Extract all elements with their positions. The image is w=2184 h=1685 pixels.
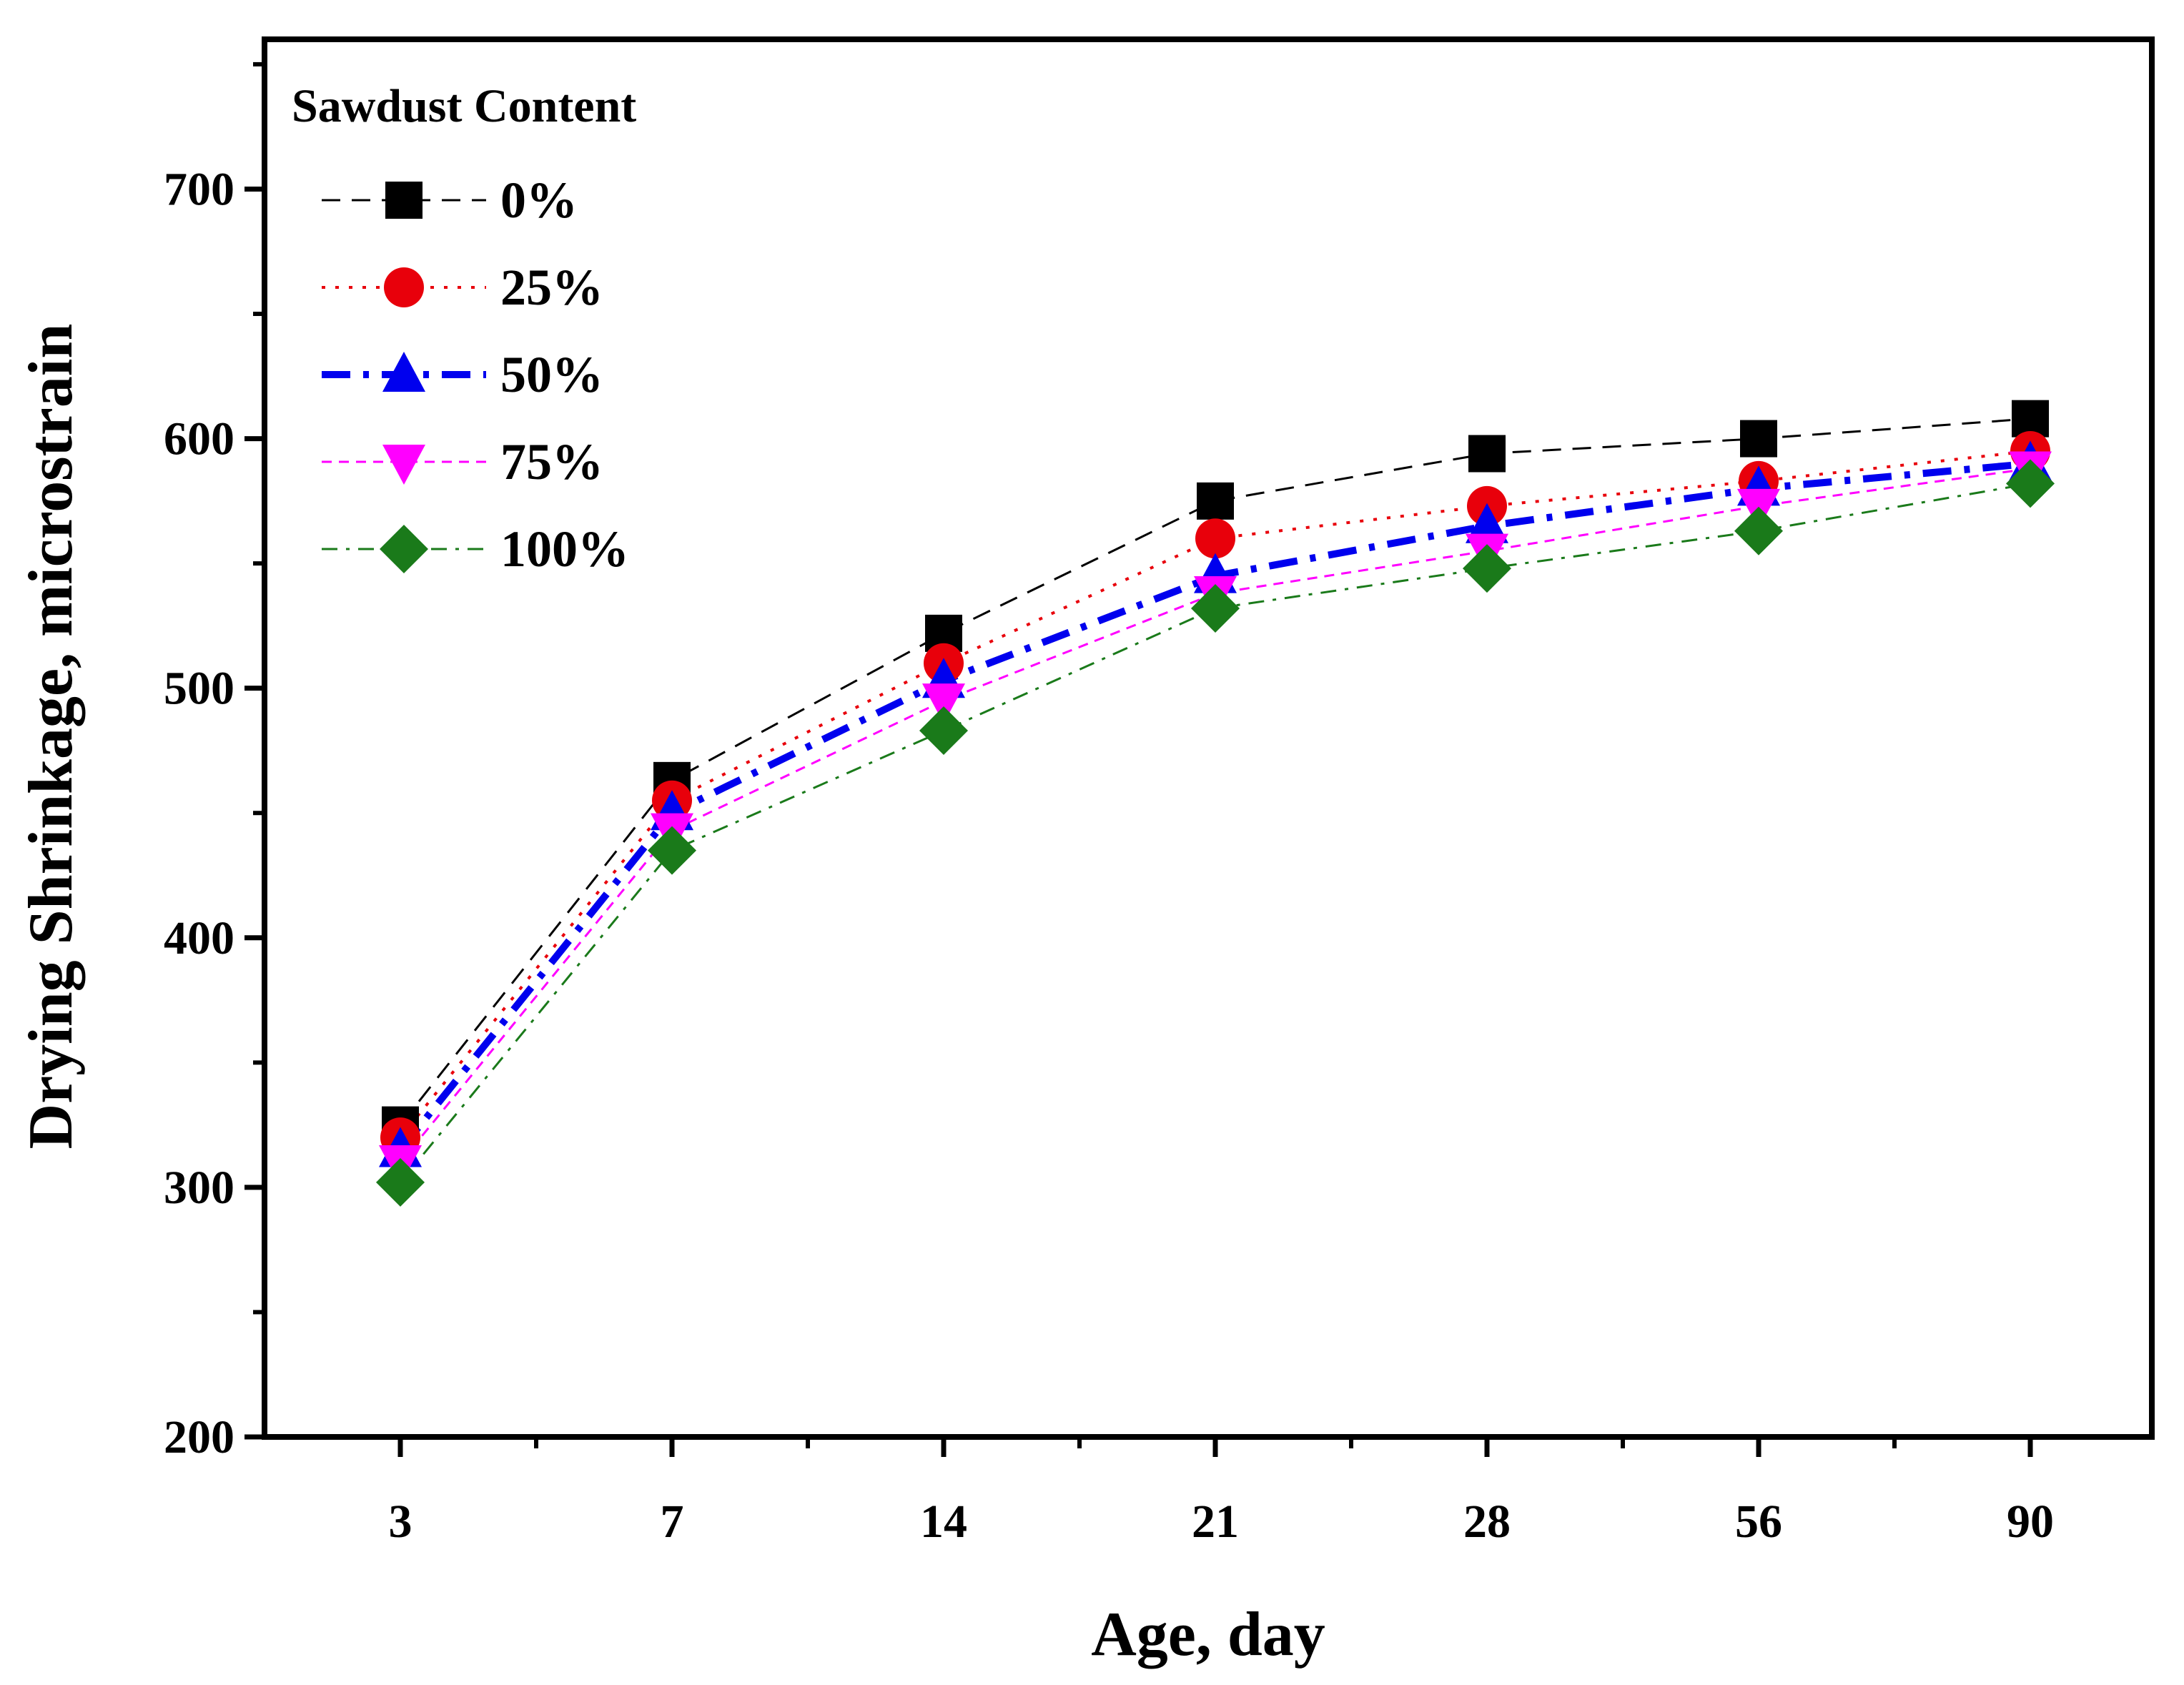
legend-label-2: 50%: [500, 346, 603, 403]
data-point-s4-5: [1734, 506, 1783, 555]
data-point-s4-3: [1191, 583, 1240, 633]
data-point-s4-1: [648, 826, 696, 875]
plot-frame: [262, 36, 2155, 1440]
x-tick-label: 90: [2007, 1496, 2054, 1548]
series-layer: [376, 400, 2055, 1207]
x-tick-label: 7: [661, 1496, 684, 1548]
legend-marker-4: [380, 525, 428, 573]
data-point-s4-6: [2006, 459, 2055, 508]
legend-label-4: 100%: [500, 520, 629, 578]
y-axis-ticks: 200 300 400 500 600 700: [164, 61, 265, 1463]
legend-title: Sawdust Content: [292, 80, 636, 132]
data-point-s0-5: [1740, 420, 1777, 458]
data-point-s1-3: [1195, 518, 1235, 559]
x-axis-label: Age, day: [1091, 1600, 1325, 1669]
legend-marker-2: [382, 352, 425, 392]
x-tick-label: 21: [1192, 1496, 1239, 1548]
y-tick-label: 300: [164, 1162, 234, 1214]
y-tick-label: 400: [164, 912, 234, 964]
data-point-s4-2: [919, 706, 968, 756]
data-point-s4-4: [1463, 544, 1511, 593]
x-tick-label: 3: [389, 1496, 412, 1548]
data-point-s0-3: [1197, 482, 1234, 520]
data-point-s2-4: [1466, 503, 1508, 543]
data-point-s3-2: [922, 683, 965, 724]
legend-marker-0: [385, 182, 423, 219]
legend-label-1: 25%: [500, 259, 603, 316]
legend-label-0: 0%: [500, 172, 578, 229]
legend: Sawdust Content 0% 25% 50% 75% 100%: [292, 80, 636, 578]
legend-marker-1: [384, 267, 424, 307]
x-axis-ticks: 3 7 14 21 28 56 90: [389, 1437, 2054, 1548]
data-point-s0-6: [2012, 400, 2049, 438]
y-tick-label: 600: [164, 413, 234, 465]
y-axis-label: Drying Shrinkage, microstrain: [16, 324, 86, 1150]
y-tick-label: 700: [164, 163, 234, 215]
x-tick-label: 28: [1463, 1496, 1511, 1548]
data-point-s0-4: [1468, 435, 1506, 473]
legend-label-3: 75%: [500, 433, 603, 490]
x-tick-label: 14: [920, 1496, 967, 1548]
data-point-s4-0: [376, 1157, 425, 1207]
x-tick-label: 56: [1735, 1496, 1782, 1548]
y-tick-label: 200: [164, 1411, 234, 1463]
y-tick-label: 500: [164, 663, 234, 715]
legend-marker-3: [382, 445, 425, 485]
